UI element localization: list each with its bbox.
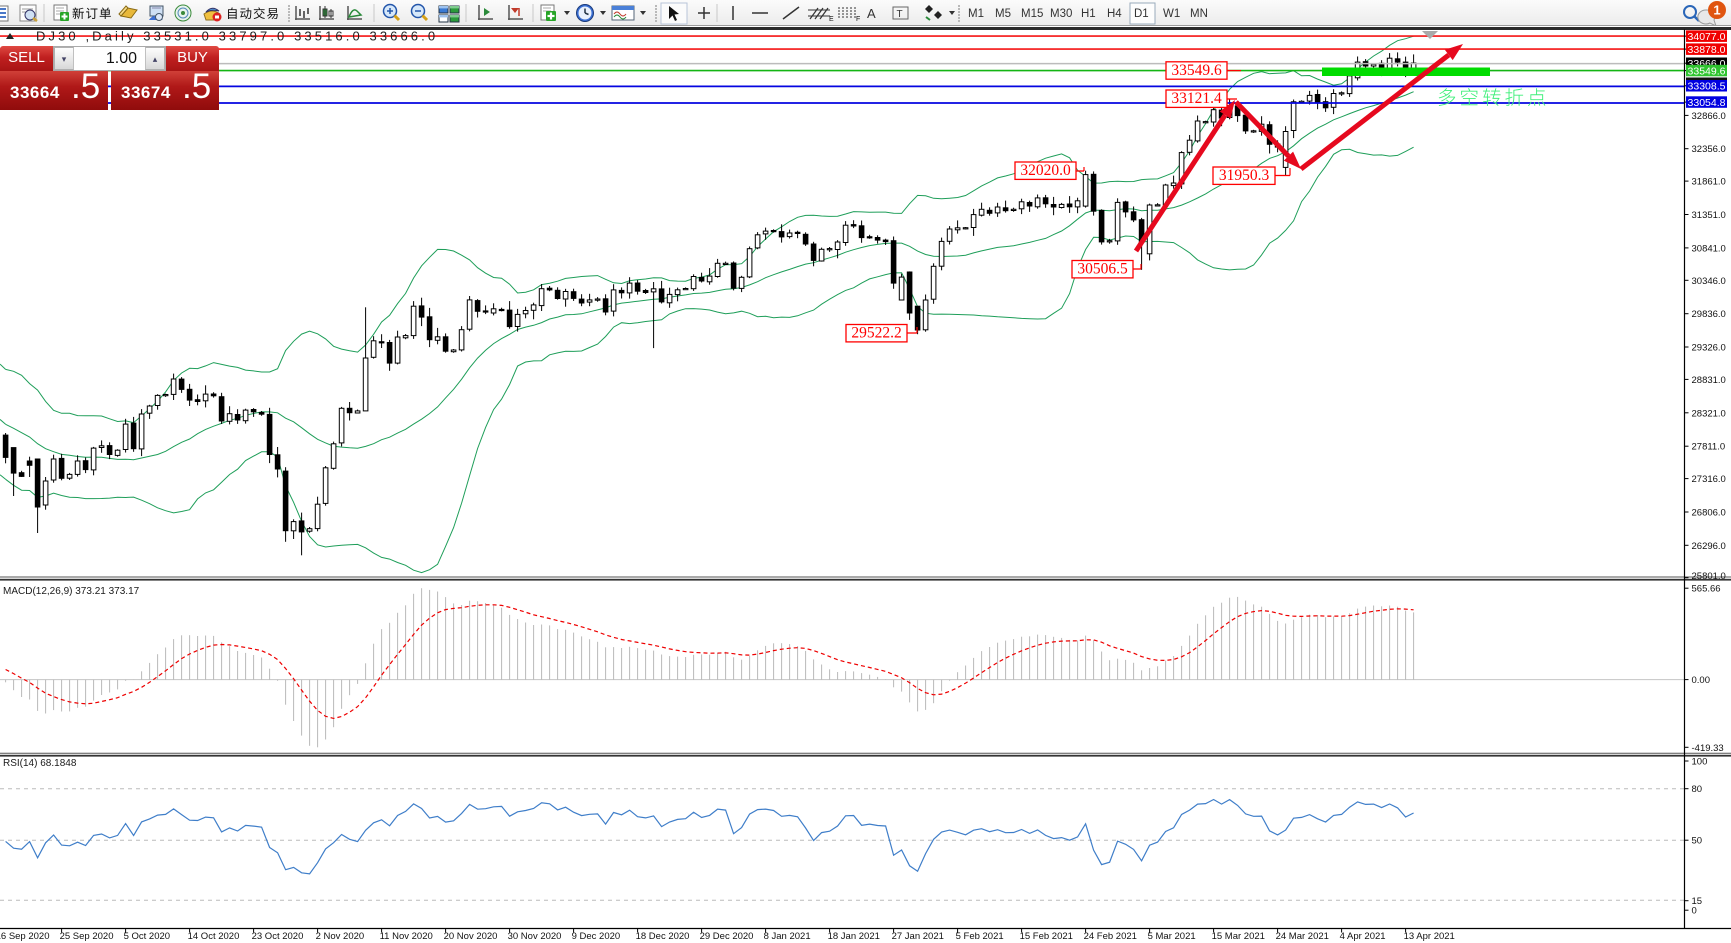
- svg-text:30506.5: 30506.5: [1077, 261, 1128, 278]
- svg-text:E: E: [829, 16, 834, 23]
- svg-text:32020.0: 32020.0: [1020, 162, 1071, 179]
- svg-text:M30: M30: [1050, 8, 1072, 20]
- svg-text:32866.0: 32866.0: [1692, 111, 1726, 122]
- svg-text:T: T: [897, 9, 903, 20]
- svg-text:1: 1: [1713, 3, 1720, 18]
- svg-text:RSI(14) 68.1848: RSI(14) 68.1848: [3, 758, 77, 769]
- svg-text:F: F: [856, 16, 860, 23]
- svg-text:34077.0: 34077.0: [1688, 31, 1726, 43]
- svg-text:H1: H1: [1081, 8, 1096, 20]
- svg-text:29 Dec 2020: 29 Dec 2020: [700, 931, 754, 942]
- svg-text:33878.0: 33878.0: [1688, 44, 1726, 56]
- svg-text:27 Jan 2021: 27 Jan 2021: [892, 931, 944, 942]
- svg-text:-419.33: -419.33: [1692, 743, 1724, 754]
- svg-text:M5: M5: [995, 8, 1011, 20]
- svg-text:18 Dec 2020: 18 Dec 2020: [636, 931, 690, 942]
- svg-text:28321.0: 28321.0: [1692, 408, 1726, 419]
- svg-text:M1: M1: [968, 8, 984, 20]
- svg-text:15 Feb 2021: 15 Feb 2021: [1020, 931, 1073, 942]
- svg-text:11 Nov 2020: 11 Nov 2020: [380, 931, 433, 942]
- svg-text:25801.0: 25801.0: [1692, 571, 1726, 582]
- svg-text:2 Nov 2020: 2 Nov 2020: [316, 931, 365, 942]
- svg-text:31950.3: 31950.3: [1219, 167, 1270, 184]
- svg-text:15 Mar 2021: 15 Mar 2021: [1212, 931, 1265, 942]
- svg-text:20 Nov 2020: 20 Nov 2020: [444, 931, 498, 942]
- svg-text:100: 100: [1692, 757, 1708, 768]
- svg-text:M15: M15: [1021, 8, 1043, 20]
- svg-text:30841.0: 30841.0: [1692, 243, 1726, 254]
- svg-text:29836.0: 29836.0: [1692, 309, 1726, 320]
- svg-text:0: 0: [1692, 906, 1697, 917]
- svg-text:16 Sep 2020: 16 Sep 2020: [0, 931, 49, 942]
- svg-text:32356.0: 32356.0: [1692, 144, 1726, 155]
- svg-text:MACD(12,26,9) 373.21 373.17: MACD(12,26,9) 373.21 373.17: [3, 586, 140, 597]
- svg-text:33308.5: 33308.5: [1688, 81, 1726, 93]
- svg-text:29522.2: 29522.2: [851, 325, 901, 342]
- svg-text:14 Oct 2020: 14 Oct 2020: [188, 931, 240, 942]
- svg-text:MN: MN: [1190, 8, 1208, 20]
- svg-text:4 Apr 2021: 4 Apr 2021: [1340, 931, 1386, 942]
- svg-text:9 Dec 2020: 9 Dec 2020: [572, 931, 621, 942]
- svg-text:24 Feb 2021: 24 Feb 2021: [1084, 931, 1137, 942]
- svg-text:27316.0: 27316.0: [1692, 474, 1726, 485]
- svg-text:26806.0: 26806.0: [1692, 508, 1726, 519]
- svg-text:29326.0: 29326.0: [1692, 343, 1726, 354]
- svg-text:25 Sep 2020: 25 Sep 2020: [60, 931, 114, 942]
- svg-text:50: 50: [1692, 836, 1703, 847]
- svg-text:8 Jan 2021: 8 Jan 2021: [764, 931, 811, 942]
- svg-text:33549.6: 33549.6: [1171, 62, 1222, 79]
- svg-text:18 Jan 2021: 18 Jan 2021: [828, 931, 880, 942]
- svg-text:80: 80: [1692, 784, 1703, 795]
- svg-text:28831.0: 28831.0: [1692, 375, 1726, 386]
- svg-text:26296.0: 26296.0: [1692, 541, 1726, 552]
- svg-text:31351.0: 31351.0: [1692, 210, 1726, 221]
- svg-text:5 Feb 2021: 5 Feb 2021: [956, 931, 1004, 942]
- svg-text:30346.0: 30346.0: [1692, 276, 1726, 287]
- svg-text:33549.6: 33549.6: [1688, 65, 1726, 77]
- svg-text:DJ30 ,Daily 33531.0 33797.0 3: DJ30 ,Daily 33531.0 33797.0 33516.0 3366…: [36, 29, 438, 44]
- svg-text:D1: D1: [1134, 8, 1149, 20]
- svg-text:33054.8: 33054.8: [1688, 97, 1726, 109]
- svg-text:23 Oct 2020: 23 Oct 2020: [252, 931, 304, 942]
- svg-text:30 Nov 2020: 30 Nov 2020: [508, 931, 562, 942]
- svg-text:H4: H4: [1107, 8, 1122, 20]
- svg-text:31861.0: 31861.0: [1692, 177, 1726, 188]
- svg-text:W1: W1: [1163, 8, 1180, 20]
- svg-text:13 Apr 2021: 13 Apr 2021: [1404, 931, 1455, 942]
- svg-text:565.66: 565.66: [1692, 584, 1721, 595]
- svg-text:15: 15: [1692, 896, 1703, 907]
- svg-text:A: A: [867, 6, 876, 21]
- svg-text:33121.4: 33121.4: [1171, 90, 1222, 107]
- svg-text:0.00: 0.00: [1692, 675, 1711, 686]
- svg-text:27811.0: 27811.0: [1692, 442, 1726, 453]
- svg-text:5 Oct 2020: 5 Oct 2020: [124, 931, 170, 942]
- svg-text:24 Mar 2021: 24 Mar 2021: [1276, 931, 1329, 942]
- svg-text:5 Mar 2021: 5 Mar 2021: [1148, 931, 1196, 942]
